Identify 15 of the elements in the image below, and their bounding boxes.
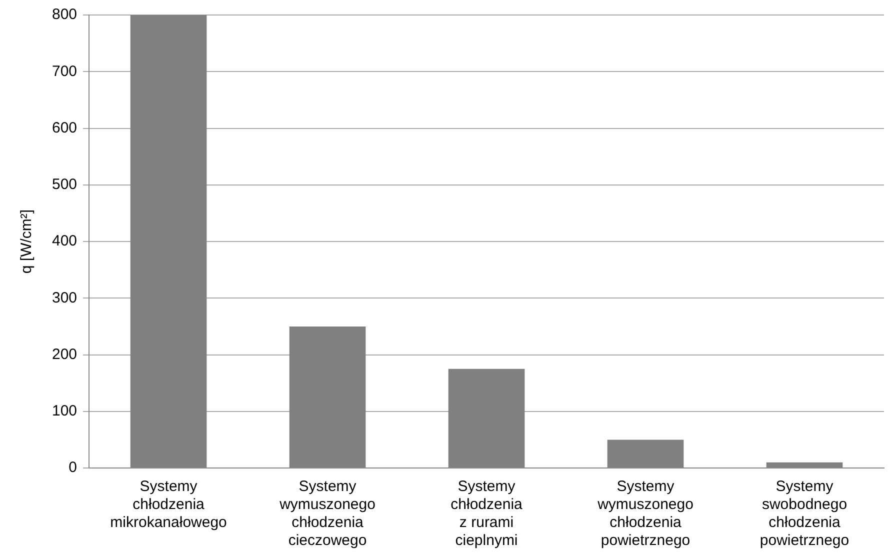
y-tick-label: 400	[52, 232, 78, 250]
y-tick-label: 500	[52, 176, 78, 194]
y-tick-label: 800	[52, 6, 78, 24]
y-tick-label: 600	[52, 119, 78, 136]
y-tick-label: 200	[52, 346, 78, 363]
y-tick-label: 300	[52, 289, 78, 306]
y-axis-title: q [W/cm²]	[18, 209, 36, 274]
x-tick-label: Systemy chłodzenia mikrokanałowego	[110, 478, 227, 532]
y-tick-label: 700	[52, 62, 78, 80]
x-tick-label: Systemy swobodnego chłodzenia powietrznego	[760, 478, 850, 550]
x-tick-label: Systemy wymuszonego chłodzenia cieczowego	[278, 478, 376, 550]
y-tick-label: 100	[52, 402, 78, 420]
x-tick-label: Systemy wymuszonego chłodzenia powietrznego	[596, 478, 694, 550]
x-tick-label: Systemy chłodzenia z rurami cieplnymi	[450, 478, 524, 550]
y-tick-label: 0	[68, 459, 78, 476]
